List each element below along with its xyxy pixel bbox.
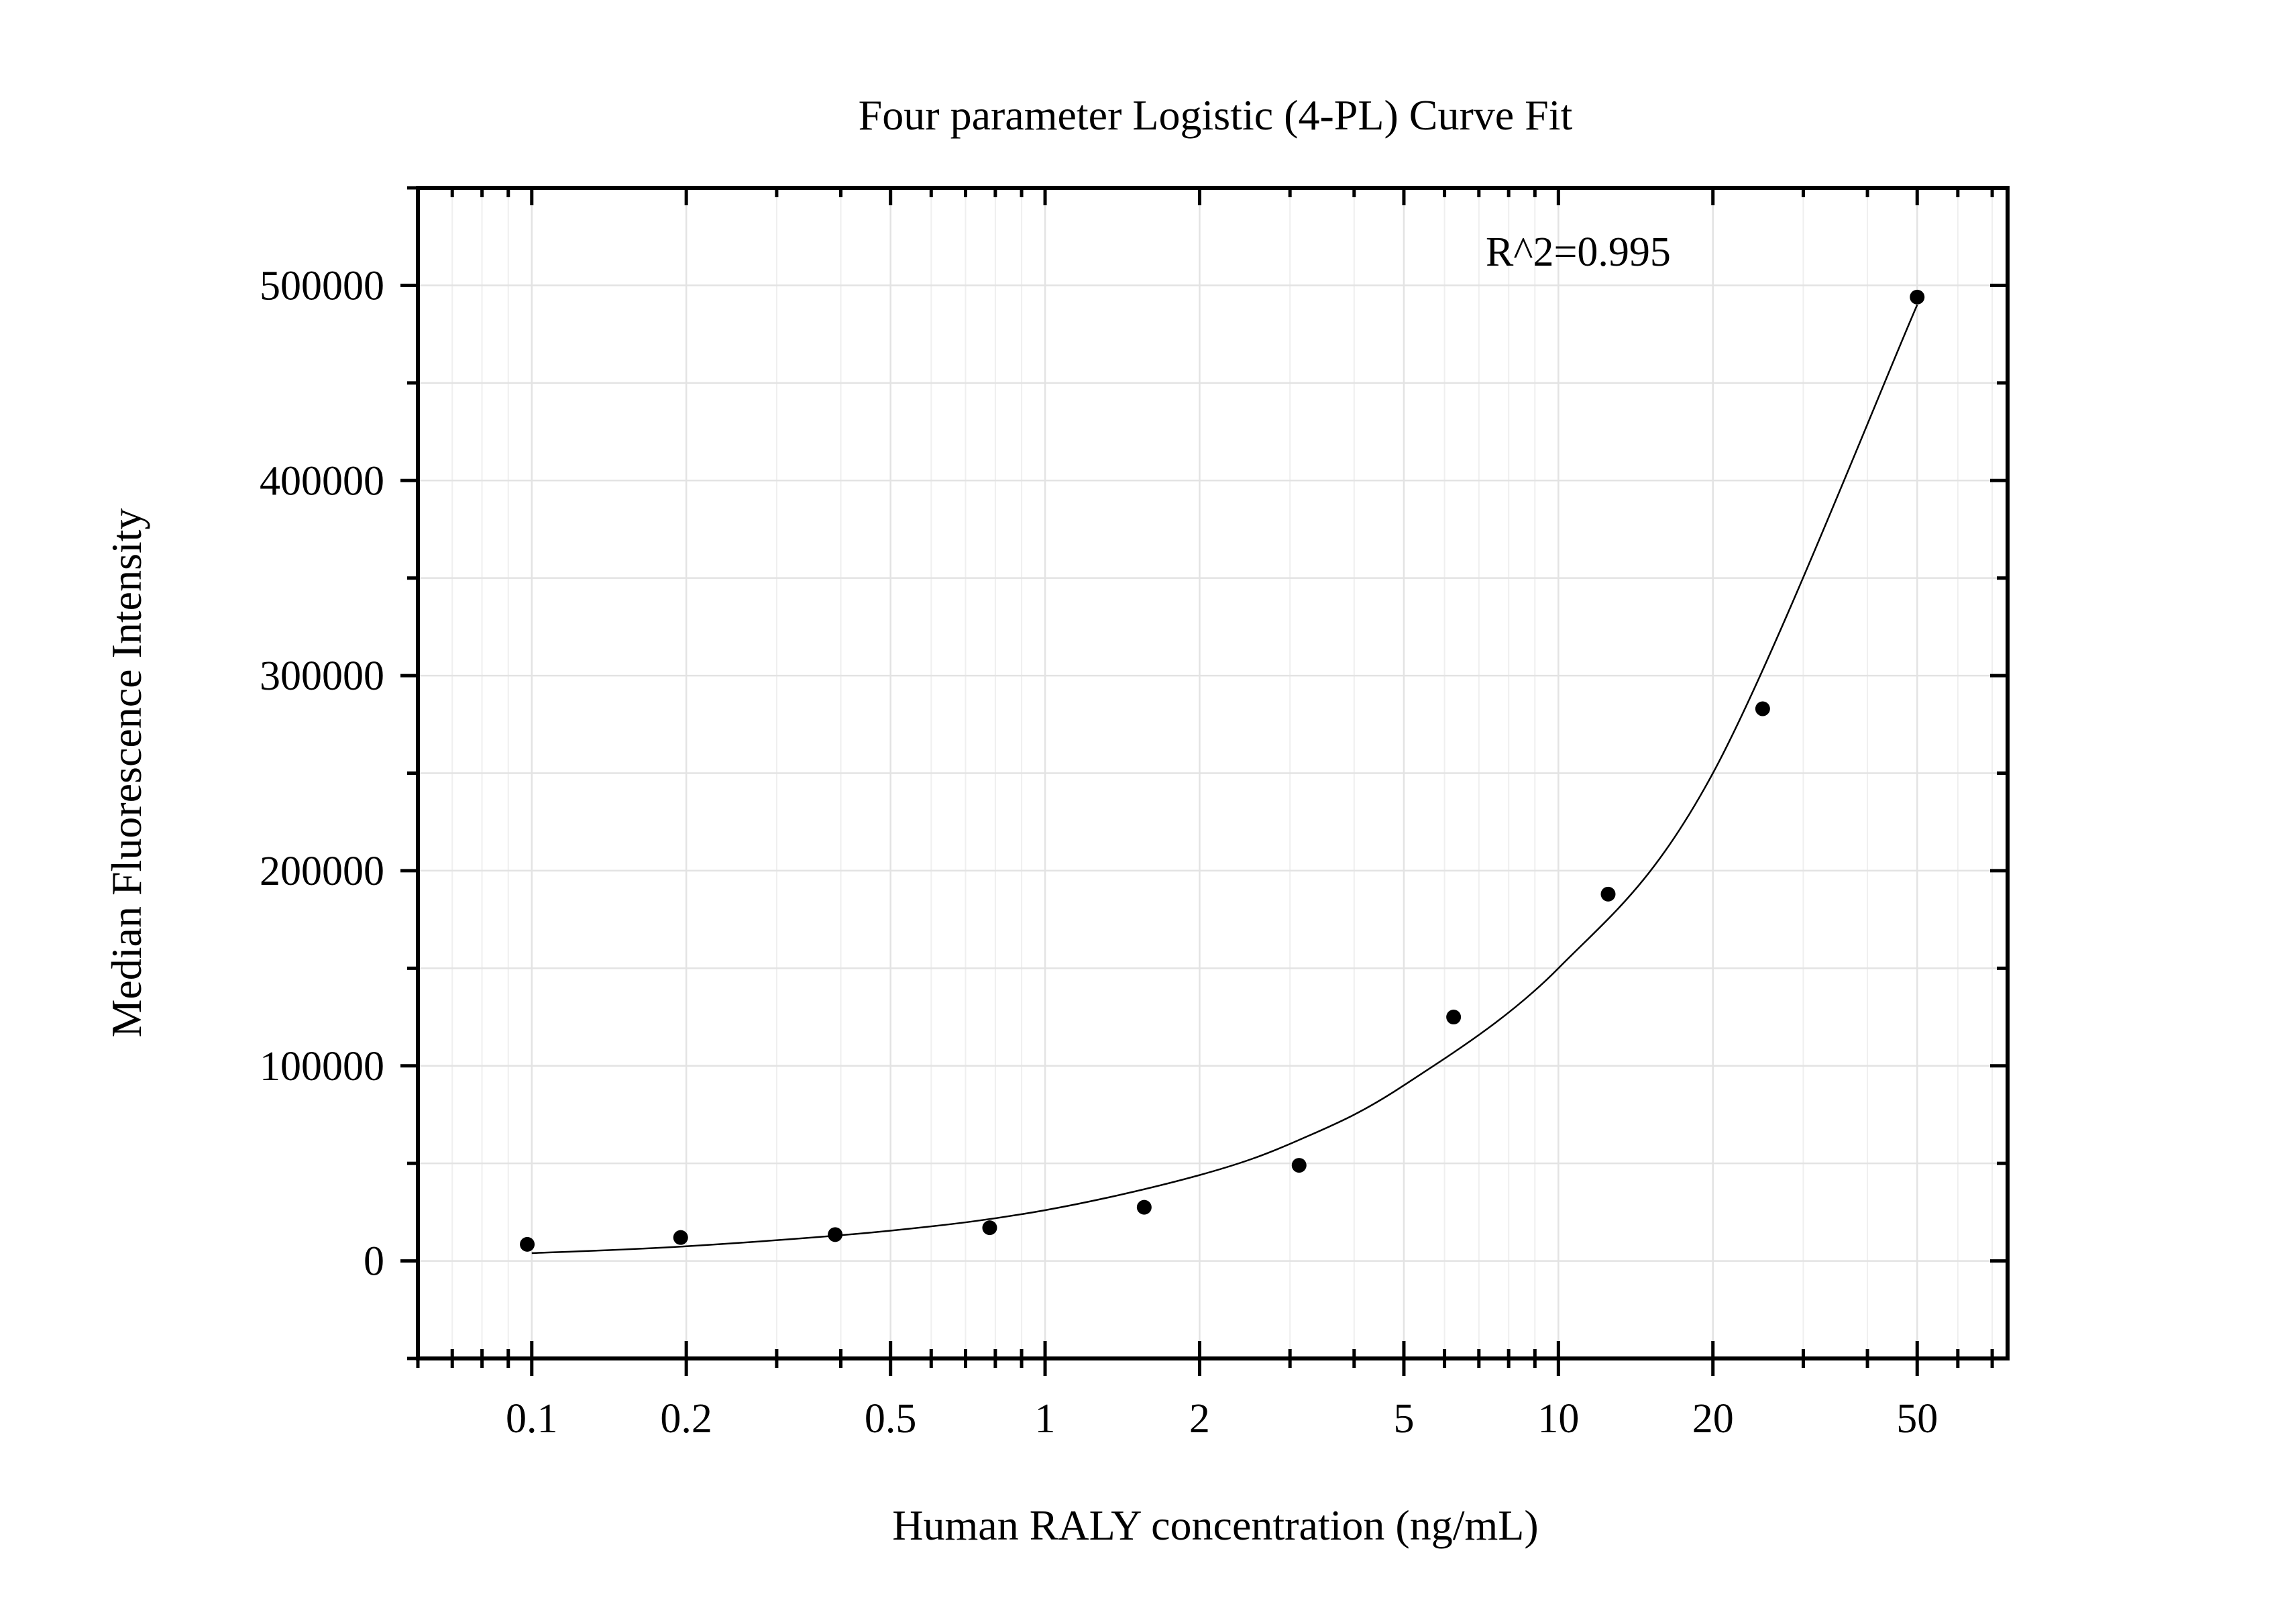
fit-curve-layer bbox=[531, 305, 1918, 1254]
data-point bbox=[1291, 1158, 1307, 1173]
x-tick-labels: 0.1 0.2 0.5 1 2 5 10 20 50 bbox=[506, 1396, 1938, 1442]
x-tick-label: 50 bbox=[1896, 1396, 1938, 1442]
data-point bbox=[1910, 289, 1925, 305]
data-point bbox=[982, 1220, 997, 1236]
data-point bbox=[520, 1236, 535, 1252]
fit-curve-line bbox=[531, 305, 1918, 1254]
x-tick-label: 10 bbox=[1537, 1396, 1579, 1442]
data-point bbox=[1136, 1199, 1152, 1215]
x-tick-label: 2 bbox=[1189, 1396, 1210, 1442]
chart-title: Four parameter Logistic (4-PL) Curve Fit bbox=[859, 91, 1573, 139]
y-tick-label: 400000 bbox=[260, 458, 384, 504]
x-tick-label: 1 bbox=[1035, 1396, 1056, 1442]
x-tick-label: 20 bbox=[1692, 1396, 1734, 1442]
y-tick-labels: 0 100000 200000 300000 400000 500000 bbox=[260, 263, 384, 1284]
data-point bbox=[828, 1227, 843, 1242]
data-point bbox=[673, 1230, 688, 1245]
grid bbox=[417, 188, 2008, 1358]
x-tick-label: 0.1 bbox=[506, 1396, 558, 1442]
y-axis-label: Median Fluorescence Intensity bbox=[103, 508, 150, 1037]
x-axis-label: Human RALY concentration (ng/mL) bbox=[892, 1501, 1538, 1549]
data-points bbox=[520, 289, 1925, 1252]
x-tick-label: 0.2 bbox=[660, 1396, 712, 1442]
y-tick-label: 100000 bbox=[260, 1044, 384, 1089]
axis-ticks bbox=[400, 186, 2008, 1376]
data-point bbox=[1446, 1010, 1462, 1025]
y-tick-label: 300000 bbox=[260, 653, 384, 699]
data-point bbox=[1600, 886, 1616, 902]
plot-frame bbox=[416, 186, 2010, 1360]
y-tick-label: 500000 bbox=[260, 263, 384, 309]
x-tick-label: 5 bbox=[1393, 1396, 1414, 1442]
y-tick-label: 0 bbox=[364, 1239, 384, 1285]
r-squared-annotation: R^2=0.995 bbox=[1486, 229, 1671, 275]
data-point bbox=[1755, 701, 1770, 716]
x-tick-label: 0.5 bbox=[865, 1396, 917, 1442]
y-tick-label: 200000 bbox=[260, 849, 384, 894]
